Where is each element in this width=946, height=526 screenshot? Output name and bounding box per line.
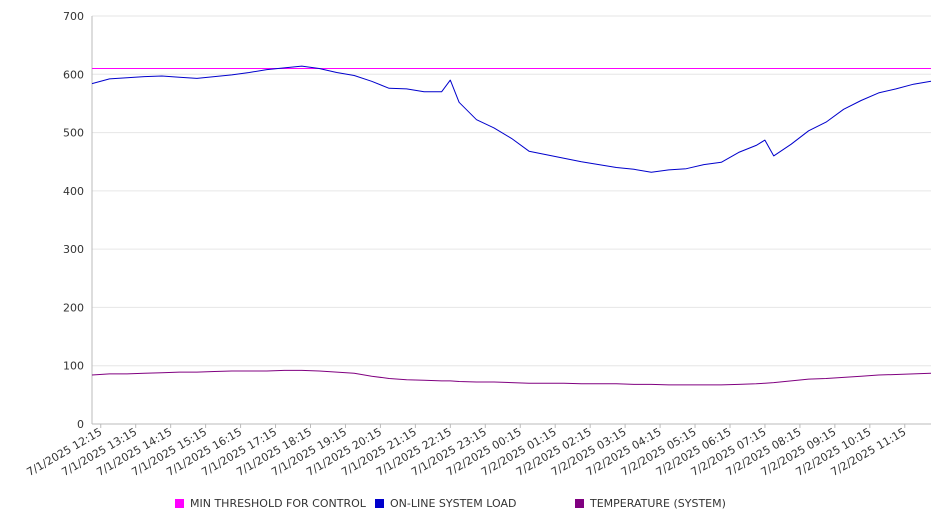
legend-item-system-load[interactable]: ON-LINE SYSTEM LOAD bbox=[375, 497, 516, 510]
y-tick-label: 500 bbox=[63, 127, 84, 140]
y-tick-label: 400 bbox=[63, 185, 84, 198]
line-chart: 0 100 200 300 400 500 600 700 7/1/2025 12:157/1… bbox=[24, 10, 932, 479]
legend-item-temperature[interactable]: TEMPERATURE (SYSTEM) bbox=[575, 497, 726, 510]
x-axis: 7/1/2025 12:157/1/2025 13:157/1/2025 14:… bbox=[24, 423, 931, 479]
legend-label-min-threshold: MIN THRESHOLD FOR CONTROL bbox=[190, 497, 366, 510]
y-tick-label: 100 bbox=[63, 360, 84, 373]
y-tick-label: 300 bbox=[63, 243, 84, 256]
legend-label-temperature: TEMPERATURE (SYSTEM) bbox=[590, 497, 726, 510]
series-line-temperature bbox=[91, 369, 932, 386]
legend-swatch-system-load bbox=[375, 499, 384, 508]
series-lines bbox=[91, 65, 932, 386]
legend-swatch-min-threshold bbox=[175, 499, 184, 508]
y-tick-label: 0 bbox=[77, 418, 84, 431]
y-tick-label: 200 bbox=[63, 301, 84, 314]
y-axis: 0 100 200 300 400 500 600 700 bbox=[63, 10, 93, 431]
series-line-system-load bbox=[91, 65, 932, 173]
legend-label-system-load: ON-LINE SYSTEM LOAD bbox=[390, 497, 517, 510]
legend-swatch-temperature bbox=[575, 499, 584, 508]
grid-lines bbox=[92, 15, 931, 367]
y-tick-label: 600 bbox=[63, 68, 84, 81]
y-tick-label: 700 bbox=[63, 10, 84, 23]
legend-item-min-threshold[interactable]: MIN THRESHOLD FOR CONTROL bbox=[175, 497, 366, 510]
chart-legend: MIN THRESHOLD FOR CONTROL ON-LINE SYSTEM… bbox=[0, 497, 946, 515]
